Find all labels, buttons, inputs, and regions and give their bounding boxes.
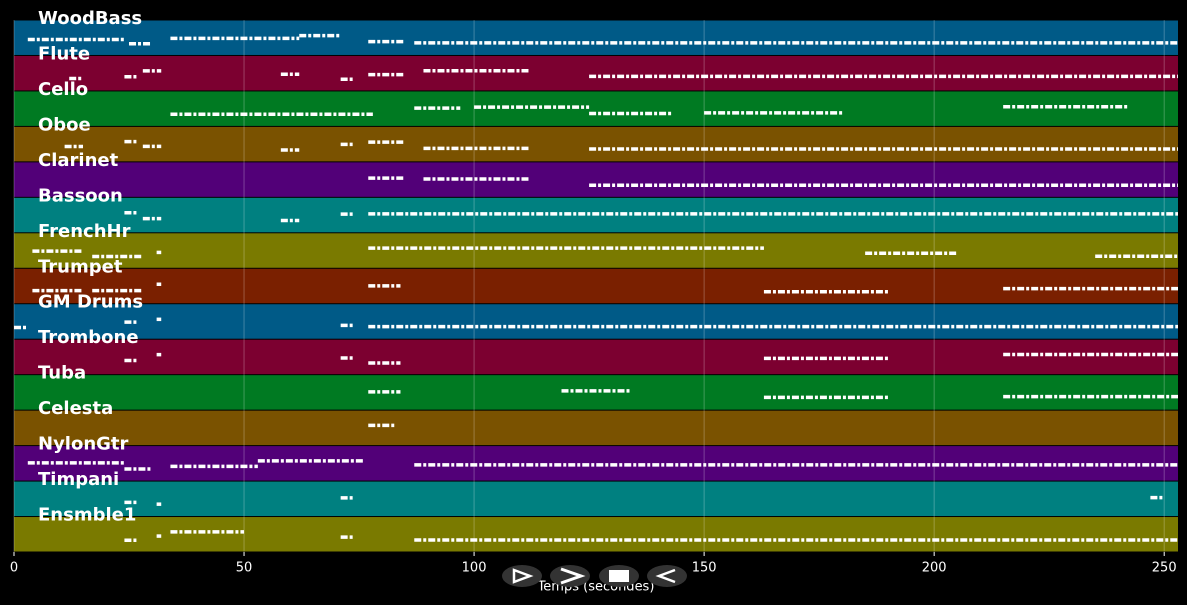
track-label: FrenchHr [38,221,131,242]
track-row [14,410,1178,446]
rewind-icon [655,568,676,584]
track-row [14,55,1178,91]
track-row [14,91,1178,126]
track-label: Bassoon [38,185,123,206]
track-row [14,339,1178,375]
stop-icon [609,570,629,582]
x-tick-label: 100 [462,561,487,576]
track-label: Clarinet [38,150,119,171]
track-label: GM Drums [38,292,143,313]
play-button[interactable] [502,565,542,587]
track-label: Oboe [38,114,91,135]
marks [13,20,1178,552]
track-label: Trumpet [38,256,123,277]
track-label: NylonGtr [38,434,129,455]
x-tick-label: 250 [1152,561,1177,576]
track-label: Timpani [38,469,119,490]
forward-button[interactable] [550,565,590,587]
track-row [14,162,1178,197]
track-label: Ensmble1 [38,505,136,526]
rows [14,20,1178,552]
track-row [14,304,1178,339]
x-tick-label: 0 [10,561,18,576]
track-row [14,517,1178,552]
x-tick-label: 50 [236,561,253,576]
track-label: Tuba [38,363,86,384]
forward-icon [560,567,586,585]
track-label: Flute [38,43,90,64]
play-icon [512,568,534,584]
playback-controls [502,565,687,587]
labels: WoodBass Flute Cello Oboe Clarinet Bassoon Fre… [10,8,1177,576]
track-label: Celesta [38,398,113,419]
track-row [14,481,1178,517]
x-tick-label: 150 [692,561,717,576]
track-label: Trombone [38,327,139,348]
track-label: WoodBass [38,8,142,29]
rewind-button[interactable] [647,565,687,587]
track-row [14,233,1178,268]
track-row [14,268,1178,304]
track-row [14,126,1178,162]
x-tick-label: 200 [922,561,947,576]
track-label: Cello [38,79,88,100]
